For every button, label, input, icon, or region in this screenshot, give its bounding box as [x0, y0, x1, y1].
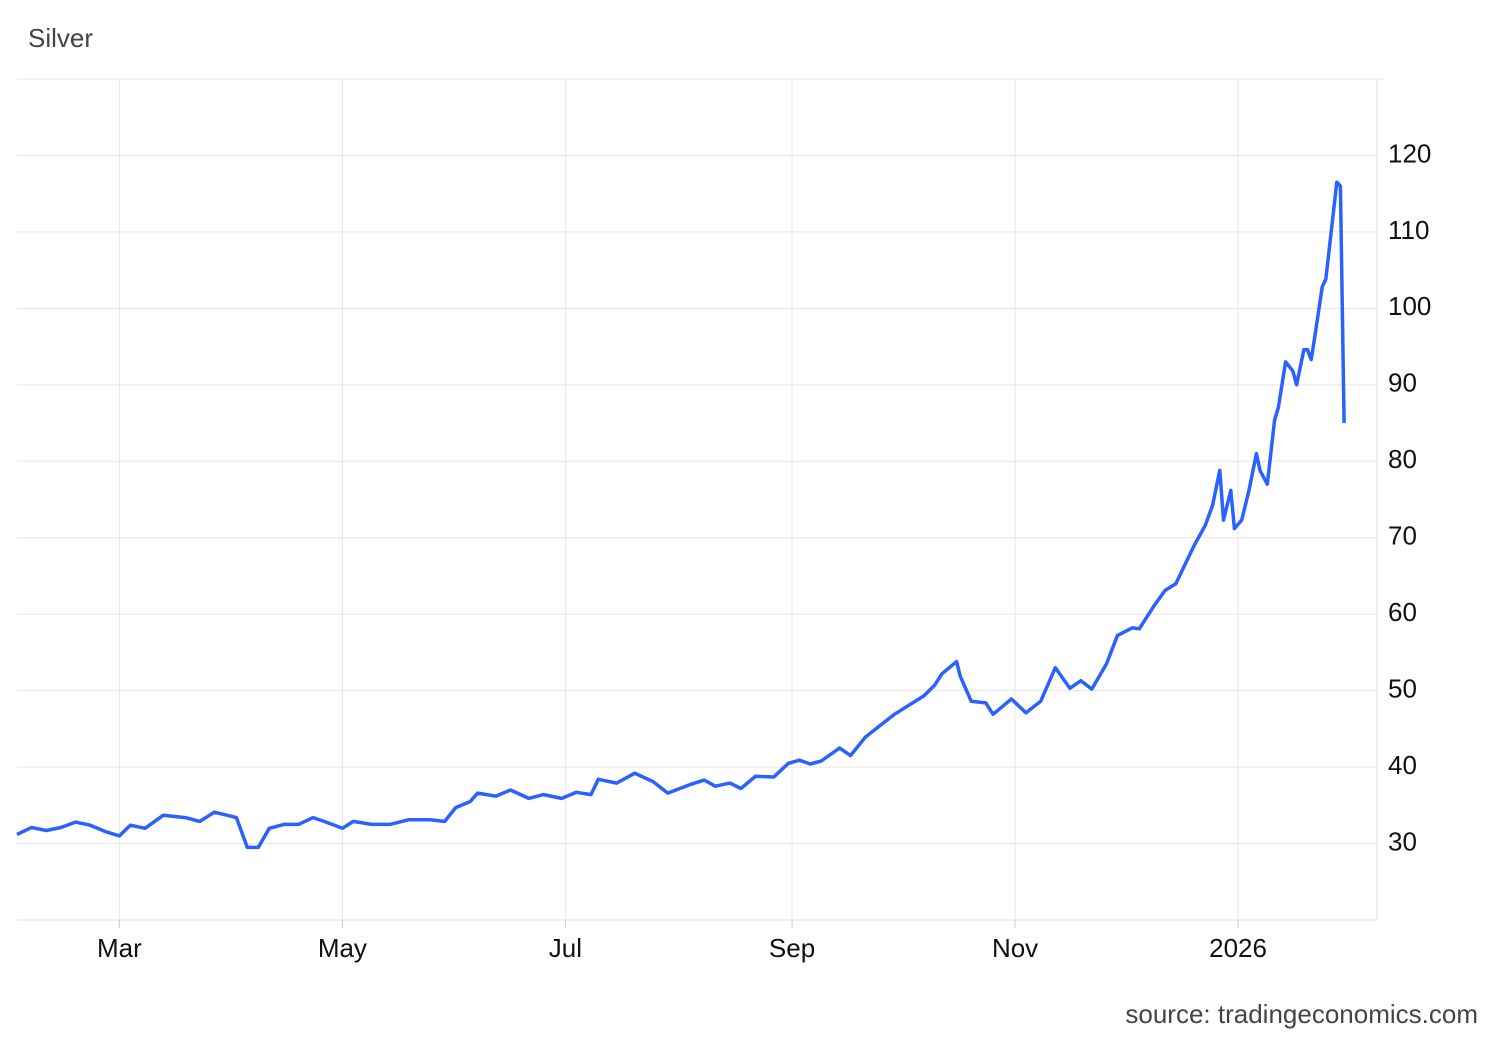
x-tick-label: May: [318, 933, 367, 963]
y-tick-label: 80: [1388, 444, 1417, 474]
y-tick-label: 70: [1388, 521, 1417, 551]
x-tick-label: Mar: [97, 933, 142, 963]
y-tick-label: 110: [1388, 215, 1429, 245]
y-tick-label: 30: [1388, 826, 1417, 856]
line-series: [16, 180, 1346, 850]
chart-title: Silver: [28, 23, 93, 53]
x-tick-label: Jul: [549, 933, 582, 963]
x-tick-label: Sep: [769, 933, 815, 963]
y-tick-label: 60: [1388, 597, 1417, 627]
x-tick-label: Nov: [992, 933, 1038, 963]
y-tick-label: 50: [1388, 674, 1417, 704]
y-tick-label: 120: [1388, 138, 1431, 168]
y-tick-label: 100: [1388, 291, 1431, 321]
source: source: tradingeconomics.com: [1125, 999, 1478, 1029]
x-tick-label: 2026: [1209, 933, 1267, 963]
y-tick-label: 40: [1388, 750, 1417, 780]
y-tick-label: 90: [1388, 368, 1417, 398]
